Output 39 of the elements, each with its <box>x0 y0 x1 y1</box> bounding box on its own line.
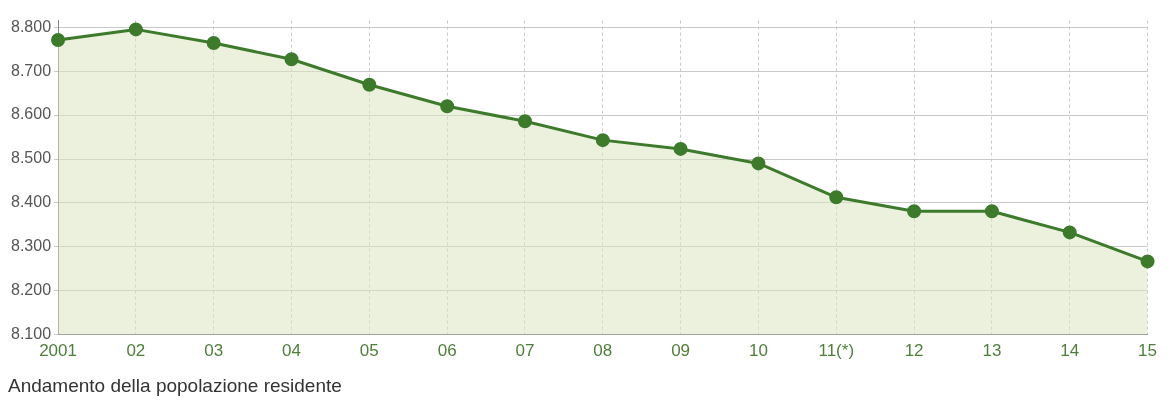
text: Andamento della popolazione residente <box>8 374 342 396</box>
point <box>907 204 922 219</box>
x-tick-label: 2001 <box>39 340 77 360</box>
y-tick-label: 8.100 <box>10 325 52 343</box>
x-tick-label: 15 <box>1138 340 1158 360</box>
x-tick-label: 02 <box>126 340 146 360</box>
x-tick-label: 11(*) <box>818 340 855 360</box>
point <box>829 190 844 205</box>
x-tick-label: 08 <box>593 340 613 360</box>
x-tick-label: 12 <box>904 340 924 360</box>
x-tick-label: 13 <box>982 340 1002 360</box>
y-tick-label: 8.700 <box>10 61 52 79</box>
x-tick-label: 09 <box>671 340 691 360</box>
x-tick-label: 05 <box>359 340 379 360</box>
y-tick-label: 8.300 <box>10 237 52 255</box>
x-tick-label: 03 <box>204 340 224 360</box>
x-tick-label: 06 <box>437 340 457 360</box>
x-tick-label: 14 <box>1060 340 1080 360</box>
point <box>440 99 455 114</box>
y-tick-label: 8.400 <box>10 193 52 211</box>
point <box>751 156 766 171</box>
point <box>595 133 610 148</box>
point <box>206 36 221 51</box>
y-tick-label: 8.200 <box>10 281 52 299</box>
x-tick-label: 07 <box>515 340 535 360</box>
point <box>1140 254 1155 269</box>
point <box>284 52 299 67</box>
y-tick-label: 8.600 <box>10 105 52 123</box>
y-tick-label: 8.800 <box>10 17 52 35</box>
point <box>362 77 377 92</box>
y-tick-label: 8.500 <box>10 149 52 167</box>
x-tick-label: 04 <box>282 340 301 360</box>
point <box>128 22 143 37</box>
point <box>517 114 532 129</box>
point <box>1062 225 1077 240</box>
point <box>51 32 66 47</box>
x-tick-label: 10 <box>748 340 768 360</box>
point <box>673 141 688 156</box>
point <box>984 204 999 219</box>
